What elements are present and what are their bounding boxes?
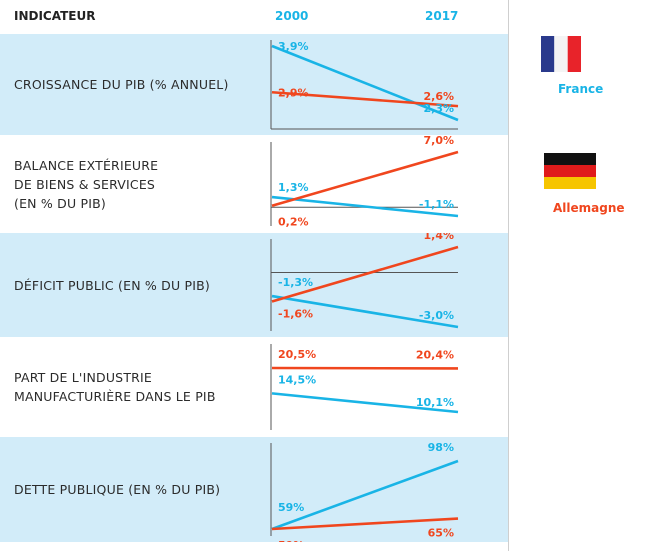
panel-title: BALANCE EXTÉRIEURE DE BIENS & SERVICES (EN…	[14, 158, 159, 211]
allemagne-line	[271, 90, 459, 108]
data-label-end: 65%	[428, 527, 454, 540]
france-line	[271, 44, 459, 122]
france-line	[271, 195, 459, 218]
panel-title: DÉFICIT PUBLIC (EN % DU PIB)	[14, 278, 211, 293]
germany-flag-icon	[544, 153, 596, 189]
panel-title: CROISSANCE DU PIB (% ANNUEL)	[14, 77, 229, 92]
right-divider	[508, 0, 509, 551]
panel-plot: 59% 98% 59% 65%	[270, 441, 459, 542]
france-flag-icon	[541, 36, 581, 72]
panel-row: BALANCE EXTÉRIEURE DE BIENS & SERVICES (EN…	[0, 136, 508, 232]
data-label-start: 0,2%	[278, 216, 309, 229]
panel-row: DETTE PUBLIQUE (EN % DU PIB) 59% 98% 59% 65%	[0, 437, 508, 542]
data-label-start: -1,6%	[278, 308, 313, 321]
data-label-start: 2,9%	[278, 86, 309, 99]
panel-plot: -1,3% -3,0% -1,6% 1,4%	[270, 233, 459, 331]
data-label-start: 1,3%	[278, 181, 309, 194]
data-label-start: 59%	[278, 539, 304, 542]
data-label-end: 20,4%	[416, 348, 454, 361]
panel-plot: 3,9% 2,3% 2,9% 2,6%	[270, 40, 459, 130]
panel-row: DÉFICIT PUBLIC (EN % DU PIB) -1,3% -3,0% -1…	[0, 233, 508, 337]
data-label-start: 20,5%	[278, 348, 316, 361]
france-line	[271, 459, 459, 531]
panel-plot: 1,3% -1,1% 0,2% 7,0%	[270, 136, 459, 229]
data-label-end: -1,1%	[419, 198, 454, 211]
data-label-start: 3,9%	[278, 40, 309, 53]
panel-row: CROISSANCE DU PIB (% ANNUEL) 3,9% 2,3% 2,9%…	[0, 34, 508, 135]
allemagne-line	[271, 245, 459, 303]
allemagne-line	[271, 517, 459, 531]
year-end-header: 2017	[425, 9, 459, 23]
data-label-start: 59%	[278, 501, 304, 514]
year-start-header: 2000	[275, 9, 309, 23]
data-label-end: 7,0%	[423, 136, 454, 147]
panel-row: PART DE L'INDUSTRIE MANUFACTURIÈRE DANS L…	[0, 338, 508, 436]
panel-title: DETTE PUBLIQUE (EN % DU PIB)	[14, 482, 221, 497]
legend-france: France	[558, 82, 604, 96]
allemagne-line	[271, 150, 459, 207]
indicator-header: INDICATEUR	[14, 9, 96, 23]
panel-plot: 14,5% 10,1% 20,5% 20,4%	[270, 344, 459, 430]
data-label-end: -3,0%	[419, 309, 454, 322]
data-label-end: 10,1%	[416, 396, 454, 409]
data-label-end: 2,3%	[423, 102, 454, 115]
data-label-end: 1,4%	[423, 233, 454, 242]
legend-allemagne: Allemagne	[553, 201, 625, 215]
data-label-end: 2,6%	[423, 90, 454, 103]
panel-title: PART DE L'INDUSTRIE MANUFACTURIÈRE DANS L…	[14, 370, 216, 404]
data-label-start: -1,3%	[278, 276, 313, 289]
data-label-end: 98%	[428, 441, 454, 454]
data-label-start: 14,5%	[278, 373, 316, 386]
france-line	[271, 392, 459, 414]
france-line	[271, 294, 459, 329]
